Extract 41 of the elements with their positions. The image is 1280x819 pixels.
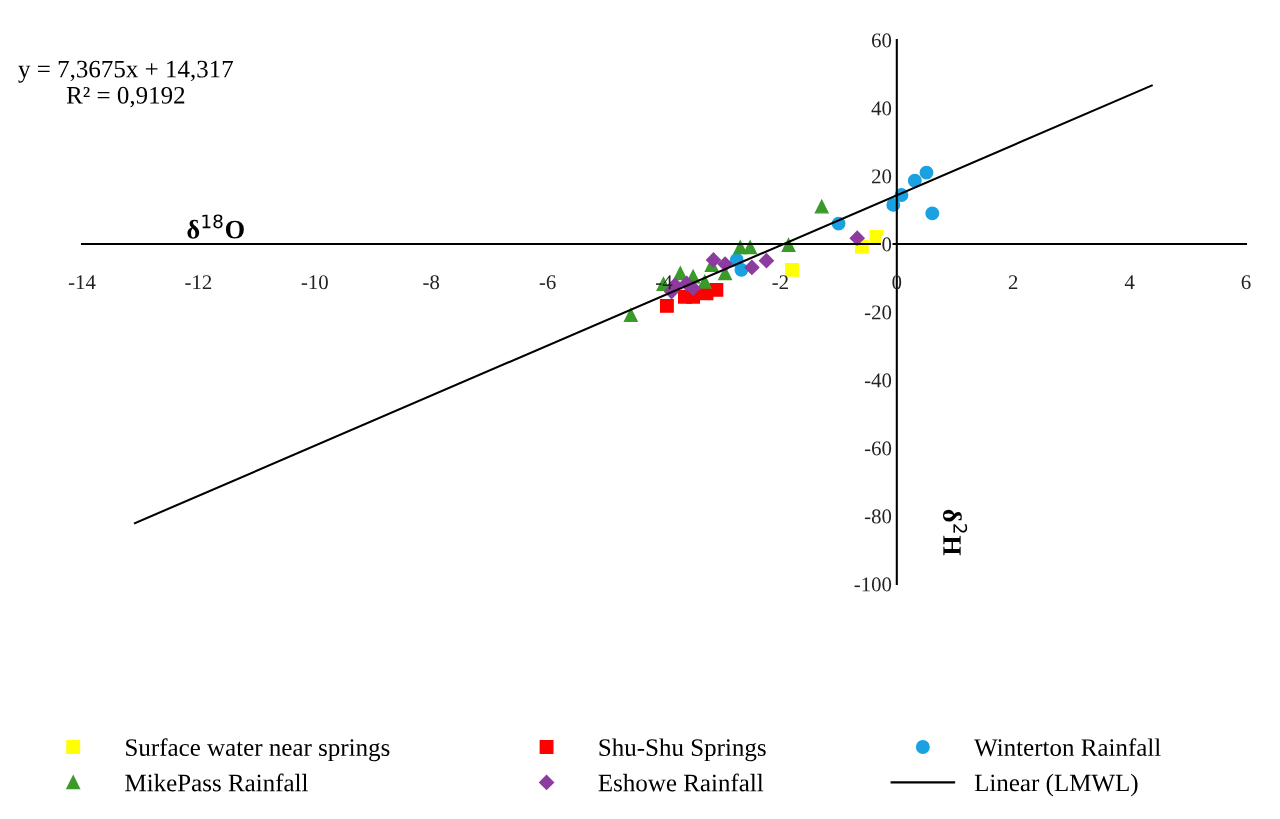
x-tick-label: -8: [423, 275, 440, 290]
y-axis-title: δ$^{2}$H: [942, 509, 968, 556]
point: [623, 308, 638, 323]
x-tick-label: -2: [772, 275, 788, 290]
x-tick-label: 6: [1241, 275, 1251, 290]
point: [659, 298, 674, 313]
legend-label: Surface water near springs: [126, 738, 390, 762]
x-tick-label: -12: [185, 275, 212, 290]
point: [785, 262, 799, 277]
x-tick-label: -6: [539, 275, 556, 290]
point: [705, 252, 722, 268]
y-tick-label: 60: [872, 33, 892, 48]
point: [743, 240, 758, 255]
x-tick-label: -10: [301, 275, 328, 290]
y-tick-label: -40: [864, 373, 892, 388]
y-tick-label: -100: [854, 577, 892, 592]
legend-label: Linear (LMWL): [974, 773, 1138, 797]
y-tick-label: -60: [864, 441, 892, 456]
y-tick-label: 0: [882, 237, 892, 252]
x-tick-label: 2: [1008, 275, 1018, 290]
legend-label: Shu-Shu Springs: [599, 738, 766, 762]
legend-label: Eshowe Rainfall: [598, 773, 764, 792]
y-tick-label: 20: [872, 169, 892, 184]
x-axis-title: δ$^{18}$O: [187, 214, 244, 239]
x-tick-label: 4: [1124, 275, 1135, 290]
point: [925, 206, 940, 221]
y-tick-label: -80: [864, 509, 892, 524]
point: [709, 282, 724, 297]
x-tick-label: -14: [68, 275, 96, 290]
y-tick-label: 40: [871, 101, 892, 116]
point: [919, 165, 934, 180]
point: [814, 199, 829, 214]
annotation: y = 7,3675x + 14,317 R² = 0,9192: [18, 60, 233, 108]
point: [849, 230, 865, 246]
legend-label: MikePass Rainfall: [125, 773, 308, 792]
legend-label: Winterton Rainfall: [974, 738, 1161, 757]
x-tick-label: -4: [656, 275, 673, 290]
point: [744, 259, 760, 276]
y-tick-label: -20: [864, 305, 892, 320]
point: [758, 253, 775, 269]
point: [907, 173, 922, 188]
